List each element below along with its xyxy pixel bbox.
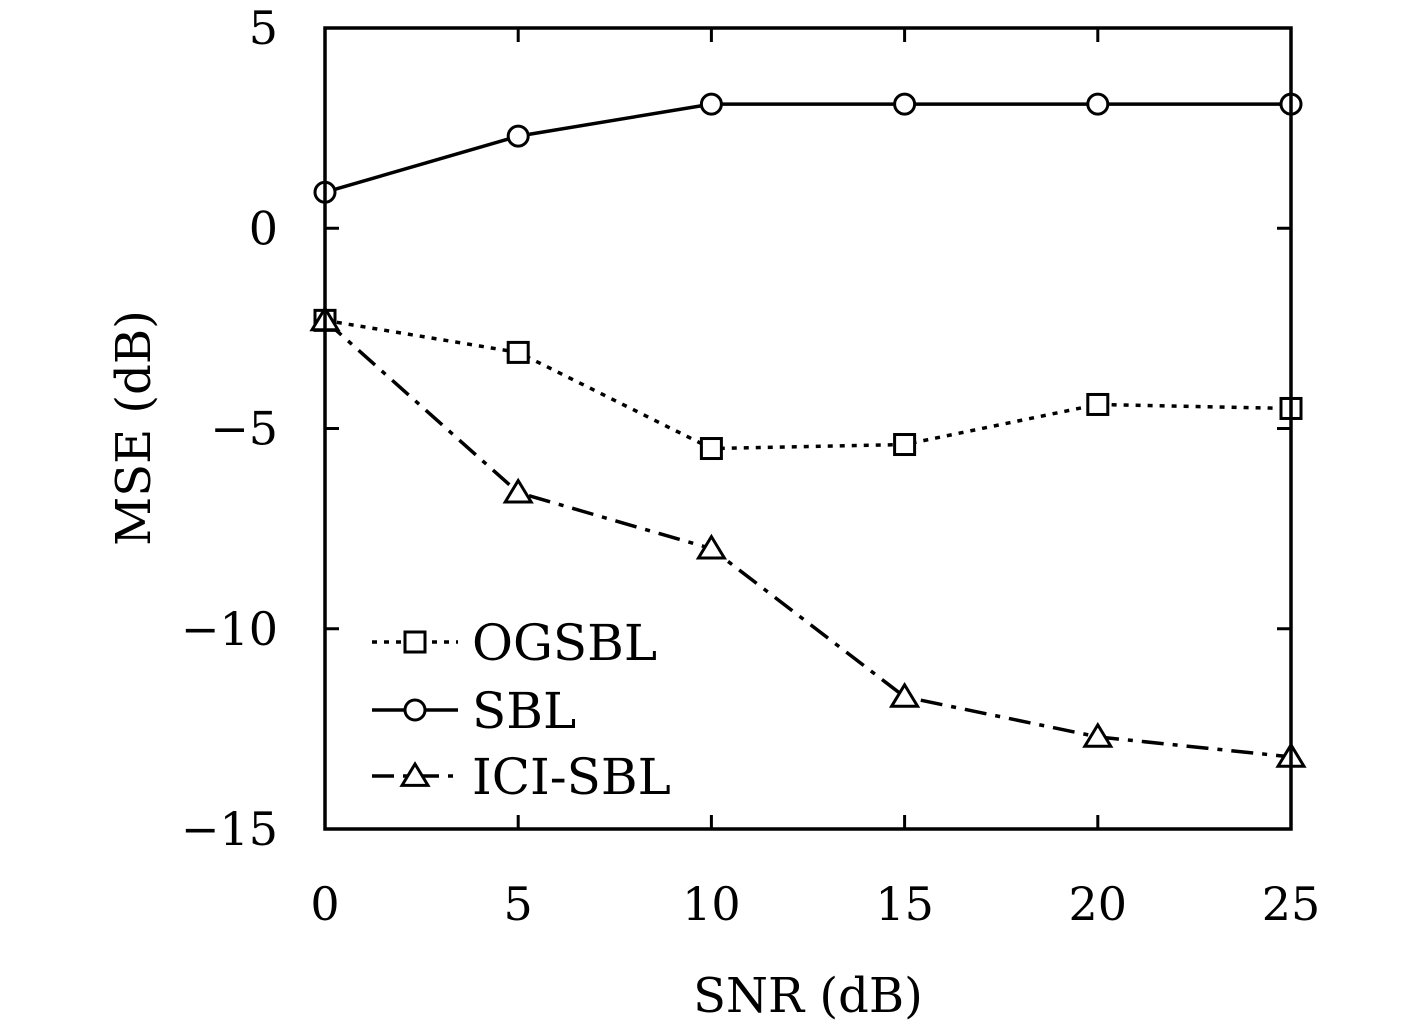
- data-point-ogsbl: [506, 340, 530, 364]
- axis-ticks: [323, 26, 1293, 831]
- legend-entry-ogsbl: OGSBL: [372, 614, 657, 672]
- data-point-sbl: [699, 92, 723, 116]
- data-point-ogsbl: [893, 433, 917, 457]
- x-tick-label: 20: [1069, 877, 1128, 931]
- y-axis-label: MSE (dB): [106, 310, 162, 546]
- series-ogsbl: [313, 308, 1303, 461]
- legend-marker-ici-sbl: [399, 761, 431, 787]
- data-point-ogsbl: [1086, 392, 1110, 416]
- legend-entry-sbl: SBL: [372, 682, 576, 740]
- legend-label-ici-sbl: ICI-SBL: [472, 748, 671, 806]
- legend-entry-ici-sbl: ICI-SBL: [372, 748, 671, 806]
- y-tick-label: −5: [210, 402, 278, 456]
- data-point-ogsbl: [699, 437, 723, 461]
- legend-label-sbl: SBL: [472, 682, 576, 740]
- legend: OGSBL SBL ICI-SBL: [372, 614, 671, 806]
- series-line-ici-sbl: [323, 319, 1292, 759]
- series-sbl: [313, 92, 1303, 204]
- legend-label-ogsbl: OGSBL: [472, 614, 657, 672]
- data-point-ici-sbl: [695, 533, 728, 560]
- series-layer: [309, 92, 1307, 768]
- x-tick-label: 5: [504, 877, 533, 931]
- x-tick-label: 0: [310, 877, 339, 931]
- x-tick-label: 10: [682, 877, 741, 931]
- plot-frame: [323, 26, 1293, 831]
- legend-marker-ogsbl: [403, 630, 427, 654]
- data-point-sbl: [1086, 92, 1110, 116]
- tick-labels: 0 5 10 15 20 25 5 0 −5 −10 −15: [181, 1, 1320, 931]
- y-tick-label: −15: [181, 802, 278, 856]
- x-tick-label: 25: [1262, 877, 1321, 931]
- data-point-ici-sbl: [502, 477, 534, 504]
- y-tick-label: −10: [181, 602, 278, 656]
- series-line-ogsbl: [324, 318, 1292, 451]
- series-ici-sbl: [309, 305, 1307, 768]
- data-point-ici-sbl: [888, 681, 921, 708]
- x-tick-label: 15: [875, 877, 934, 931]
- y-tick-label: 5: [249, 1, 278, 55]
- x-axis-label: SNR (dB): [693, 968, 923, 1024]
- y-tick-label: 0: [249, 201, 278, 255]
- data-point-sbl: [506, 124, 530, 148]
- legend-marker-sbl: [403, 698, 427, 722]
- data-point-sbl: [893, 92, 917, 116]
- data-point-ici-sbl: [1082, 721, 1114, 748]
- series-line-sbl: [324, 102, 1291, 194]
